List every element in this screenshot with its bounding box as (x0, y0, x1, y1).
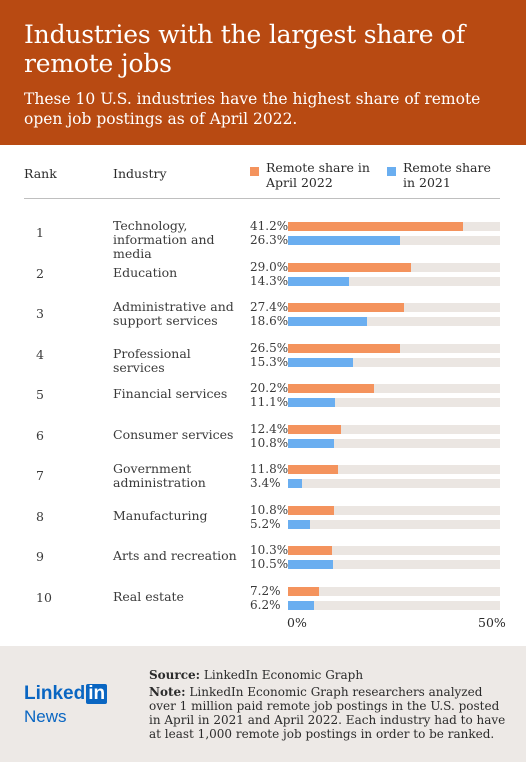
value-label-2022: 26.5% (250, 340, 289, 355)
bar-2022 (288, 505, 334, 515)
row-rank: 7 (36, 468, 44, 483)
tick-label-max: 50% (478, 615, 506, 630)
value-label-2021: 14.3% (250, 273, 289, 288)
rank-column-header: Rank (24, 166, 57, 181)
row-rank: 4 (36, 346, 44, 362)
bar-2021 (288, 600, 315, 610)
source-line: Source: LinkedIn Economic Graph (149, 668, 509, 682)
value-label-2021: 26.3% (250, 233, 289, 247)
bar-track-2022 (288, 465, 500, 474)
value-label-2021: 10.8% (250, 435, 289, 450)
legend-swatch-2022 (250, 167, 259, 176)
row-industry-label: Manufacturing (113, 507, 208, 523)
source-label: Source: (149, 668, 201, 682)
bar-2021 (288, 519, 310, 529)
note-text-block: Note: LinkedIn Economic Graph researcher… (149, 685, 509, 741)
bar-track-2021 (288, 398, 500, 407)
value-label-2022: 29.0% (250, 259, 289, 274)
bar-2022 (288, 262, 411, 272)
row-rank: 5 (36, 387, 44, 402)
value-label-2021: 6.2% (250, 597, 281, 612)
legend-label-2022: Remote share in April 2022 (266, 160, 370, 190)
page-title: Industries with the largest share of rem… (24, 20, 465, 78)
bar-track-2022 (288, 424, 500, 434)
source-text: LinkedIn Economic Graph (203, 668, 364, 682)
bar-2022 (288, 546, 332, 555)
row-rank: 9 (36, 549, 44, 564)
bar-2021 (288, 357, 353, 367)
value-label-2021: 18.6% (250, 314, 289, 328)
note-text: LinkedIn Economic Graph researchers anal… (149, 685, 506, 741)
row-industry-label: Technology, information and media (113, 218, 215, 261)
bar-2021 (288, 276, 349, 286)
bar-2021 (288, 438, 334, 448)
value-label-2021: 15.3% (250, 354, 289, 369)
legend-label-2021: Remote share in 2021 (403, 160, 491, 190)
bar-2021 (288, 317, 367, 326)
value-label-2021: 10.5% (250, 557, 289, 571)
value-label-2022: 7.2% (250, 583, 281, 598)
bar-2022 (288, 222, 463, 231)
row-industry-label: Consumer services (113, 426, 234, 442)
bar-track-2021 (288, 357, 500, 367)
row-industry-label: Real estate (113, 588, 184, 604)
row-industry-label: Government administration (113, 461, 206, 490)
bar-track-2021 (288, 438, 500, 448)
bar-2022 (288, 303, 405, 312)
row-rank: 3 (36, 306, 44, 321)
footer (0, 646, 526, 762)
value-label-2022: 10.8% (250, 502, 289, 517)
bar-2021 (288, 236, 400, 245)
value-label-2021: 11.1% (250, 395, 289, 409)
row-industry-label: Financial services (113, 386, 228, 401)
value-label-2021: 3.4% (250, 476, 281, 490)
bar-2022 (288, 343, 401, 353)
value-label-2022: 27.4% (250, 300, 289, 314)
row-industry-label: Professional services (113, 345, 191, 375)
bar-2022 (288, 384, 374, 393)
value-label-2022: 20.2% (250, 381, 289, 395)
tick-label-min: 0% (287, 615, 307, 630)
value-label-2022: 41.2% (250, 219, 289, 233)
bar-track-2022 (288, 586, 500, 596)
header-banner: Industries with the largest share of rem… (0, 0, 526, 145)
value-label-2022: 11.8% (250, 462, 289, 476)
value-label-2022: 10.3% (250, 543, 289, 557)
linkedin-in-icon: in (86, 683, 108, 704)
row-industry-label: Administrative and support services (113, 299, 234, 328)
row-industry-label: Arts and recreation (113, 548, 237, 563)
industry-column-header: Industry (113, 166, 167, 181)
bar-track-2022 (288, 505, 500, 515)
bar-track-2021 (288, 317, 500, 326)
bar-2022 (288, 586, 319, 596)
bar-2022 (288, 424, 341, 434)
legend-swatch-2021 (387, 167, 396, 176)
row-rank: 10 (36, 589, 52, 605)
bar-track-2021 (288, 519, 500, 529)
bar-2021 (288, 479, 303, 488)
bar-track-2022 (288, 546, 500, 555)
row-industry-label: Education (113, 264, 178, 280)
bar-track-2021 (288, 276, 500, 286)
bar-track-2021 (288, 479, 500, 488)
row-rank: 8 (36, 508, 44, 524)
row-rank: 6 (36, 427, 44, 443)
page-subtitle: These 10 U.S. industries have the highes… (24, 90, 481, 128)
bar-track-2022 (288, 384, 500, 393)
logo-news-label: News (24, 707, 67, 726)
bar-2021 (288, 560, 333, 569)
bar-2021 (288, 398, 336, 407)
row-rank: 1 (36, 225, 44, 240)
bar-track-2021 (288, 560, 500, 569)
header-divider (24, 198, 500, 199)
value-label-2022: 12.4% (250, 421, 289, 436)
bar-2022 (288, 465, 338, 474)
bar-track-2021 (288, 600, 500, 610)
value-label-2021: 5.2% (250, 516, 281, 531)
linkedin-news-logo: Linked in News (24, 683, 108, 727)
note-label: Note: (149, 685, 186, 699)
row-rank: 2 (36, 265, 44, 281)
logo-wordmark: Linked (24, 683, 86, 704)
